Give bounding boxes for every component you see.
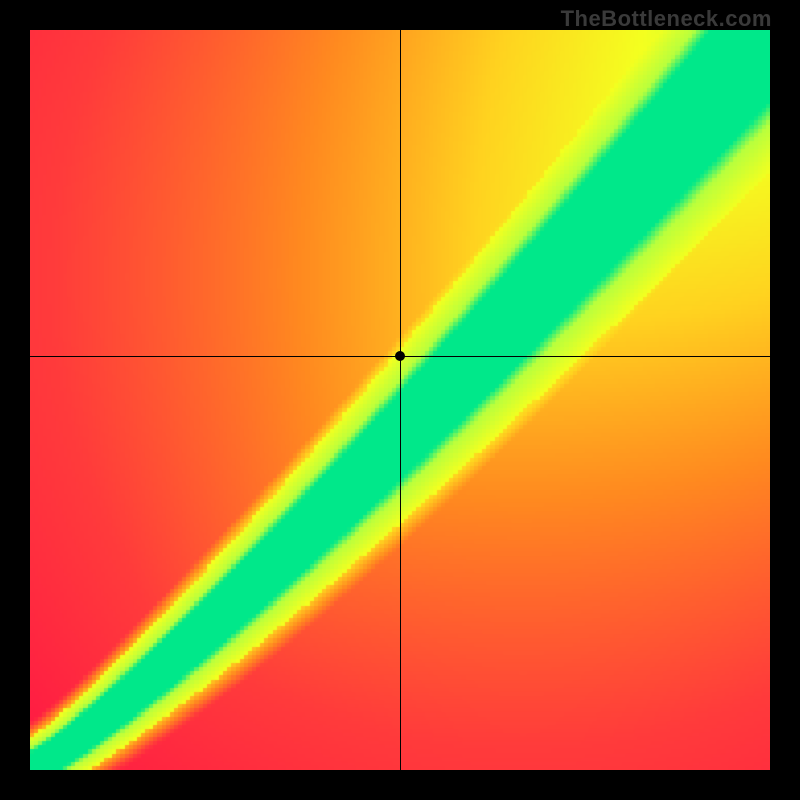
bottleneck-heatmap [30,30,770,770]
watermark-text: TheBottleneck.com [561,6,772,32]
crosshair-vertical [400,30,401,770]
marker-dot [395,351,405,361]
